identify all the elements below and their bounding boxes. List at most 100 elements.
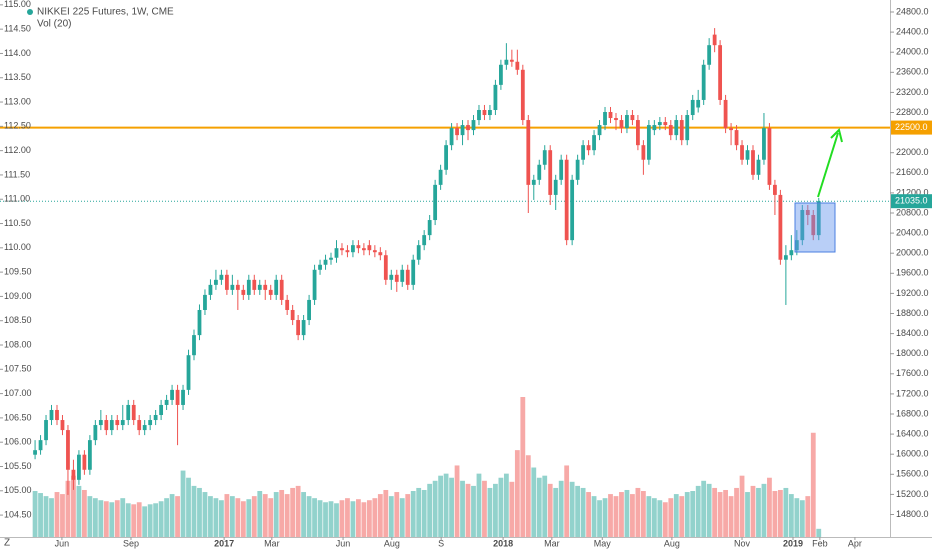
x-tick-label: Apr	[848, 538, 862, 548]
candle-body	[690, 99, 695, 116]
candle-body	[466, 125, 470, 131]
volume-bar	[49, 498, 54, 537]
candle-body	[805, 209, 810, 216]
y-tick-label: 21200.0	[896, 187, 929, 197]
y-tick-label: 20000.0	[896, 248, 929, 258]
volume-bar	[388, 496, 394, 537]
candle-body	[170, 389, 174, 400]
volume-bar	[186, 477, 191, 537]
candle-body	[783, 255, 788, 260]
volume-bar	[131, 504, 137, 537]
volume-bar	[695, 485, 701, 537]
volume-bar	[191, 485, 197, 537]
volume-bar	[317, 500, 323, 537]
candle-body	[49, 409, 54, 421]
candle-body	[77, 454, 81, 480]
candle-body	[109, 420, 114, 431]
candle-body	[597, 125, 602, 136]
y-tick-label: 18000.0	[896, 348, 929, 358]
candle-body	[235, 284, 240, 290]
candle-body	[723, 99, 728, 129]
candle-body	[197, 309, 202, 336]
volume-bar	[465, 483, 471, 537]
volume-bar	[756, 487, 761, 537]
volume-bar	[76, 485, 82, 537]
volume-bar	[449, 477, 454, 537]
candle-body	[203, 294, 207, 310]
candle-body	[773, 184, 777, 195]
candle-body	[334, 248, 339, 258]
volume-bar	[366, 500, 372, 537]
candle-body	[646, 125, 651, 160]
y2-tick-label: 107.00	[4, 388, 32, 398]
candle-body	[137, 420, 142, 431]
y-tick-label: 16400.0	[896, 428, 929, 438]
x-tick-label: 2019	[783, 538, 803, 548]
x-tick-label: Feb	[812, 538, 828, 548]
volume-bar	[361, 502, 367, 537]
candle-body	[120, 420, 125, 426]
candle-body	[685, 115, 690, 141]
volume-bar	[224, 494, 230, 537]
candle-body	[794, 240, 799, 251]
y-tick-label: 20400.0	[896, 227, 929, 237]
candle-body	[800, 209, 805, 241]
candle-body	[307, 299, 311, 321]
y-tick-label: 16000.0	[896, 449, 929, 459]
y-tick-label: 16800.0	[896, 408, 929, 418]
candle-body	[712, 34, 717, 46]
volume-bar	[810, 432, 816, 537]
y2-tick-label: 109.00	[4, 291, 32, 301]
volume-bar	[624, 489, 630, 537]
y-tick-label: 15600.0	[896, 469, 929, 479]
candle-body	[361, 248, 366, 251]
x-tick-label: Jun	[55, 538, 70, 548]
volume-bar	[443, 473, 449, 537]
volume-bar	[706, 483, 712, 537]
candle-body	[570, 179, 575, 241]
y2-tick-label: 112.50	[4, 121, 31, 131]
volume-bar	[454, 465, 460, 537]
volume-bar	[701, 480, 707, 537]
candle-body	[241, 289, 246, 295]
candle-body	[608, 112, 613, 119]
y2-tick-label: 110.00	[4, 242, 31, 252]
candle-body	[679, 120, 684, 141]
volume-bar	[229, 496, 235, 537]
candle-body	[630, 115, 635, 121]
candle-body	[148, 420, 153, 426]
candle-body	[214, 279, 218, 285]
candle-body	[159, 404, 164, 416]
candle-body	[411, 259, 416, 285]
volume-bar	[438, 475, 444, 537]
candle-body	[181, 389, 185, 405]
candle-body	[378, 252, 383, 256]
volume-bar	[503, 473, 509, 537]
candle-body	[641, 145, 646, 160]
candle-body	[488, 109, 492, 116]
volume-bar	[43, 496, 49, 537]
y-tick-label: 18400.0	[896, 328, 929, 338]
y2-tick-label: 108.00	[4, 339, 32, 349]
y2-tick-label: 115.00	[4, 0, 31, 9]
volume-bar	[482, 480, 487, 537]
y-tick-label: 14800.0	[896, 509, 929, 519]
volume-bar	[54, 492, 60, 537]
volume-bar	[712, 487, 718, 537]
candle-body	[553, 179, 558, 195]
volume-bar	[553, 487, 559, 537]
y2-tick-label: 111.00	[4, 194, 30, 204]
candle-body	[537, 164, 542, 180]
volume-bar	[383, 489, 389, 537]
volume-bar	[109, 502, 115, 537]
candle-body	[674, 120, 679, 136]
candle-body	[66, 430, 70, 470]
x-tick-label: 2018	[493, 538, 513, 548]
candle-body	[668, 125, 673, 136]
volume-bar	[498, 477, 504, 537]
candle-body	[729, 128, 733, 131]
volume-bar	[251, 496, 257, 537]
candle-body	[756, 159, 761, 175]
y2-tick-label: 112.00	[4, 145, 31, 155]
